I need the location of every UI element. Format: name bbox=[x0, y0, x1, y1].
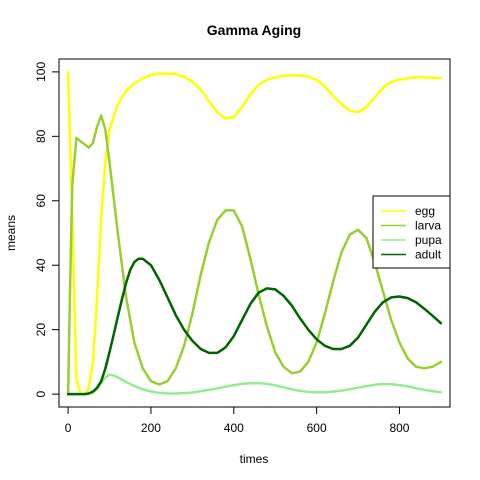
series-layer bbox=[66, 70, 443, 396]
series-line-egg bbox=[66, 70, 443, 396]
legend-box bbox=[372, 195, 451, 269]
x-tick-label: 200 bbox=[141, 421, 161, 435]
y-axis: 0 20 40 60 80 100 bbox=[34, 62, 60, 397]
x-tick-label: 400 bbox=[224, 421, 244, 435]
legend-label-egg: egg bbox=[415, 204, 435, 218]
legend-label-adult: adult bbox=[415, 248, 442, 262]
series-line-larva bbox=[66, 114, 443, 396]
legend-label-larva: larva bbox=[415, 219, 441, 233]
x-tick-label: 800 bbox=[389, 421, 409, 435]
x-axis: 0 200 400 600 800 bbox=[65, 406, 410, 435]
y-axis-label: means bbox=[4, 215, 18, 251]
legend-label-pupa: pupa bbox=[415, 233, 442, 247]
y-tick-label: 80 bbox=[34, 129, 48, 143]
y-tick-label: 60 bbox=[34, 194, 48, 208]
x-tick-label: 600 bbox=[307, 421, 327, 435]
series-line-pupa bbox=[66, 373, 443, 396]
x-tick-label: 0 bbox=[65, 421, 72, 435]
y-tick-label: 20 bbox=[34, 323, 48, 337]
y-tick-label: 40 bbox=[34, 258, 48, 272]
x-axis-label: times bbox=[240, 452, 269, 466]
y-tick-label: 100 bbox=[34, 62, 48, 82]
series-line-adult bbox=[66, 257, 443, 396]
chart-title: Gamma Aging bbox=[207, 22, 301, 38]
y-tick-label: 0 bbox=[34, 390, 48, 397]
